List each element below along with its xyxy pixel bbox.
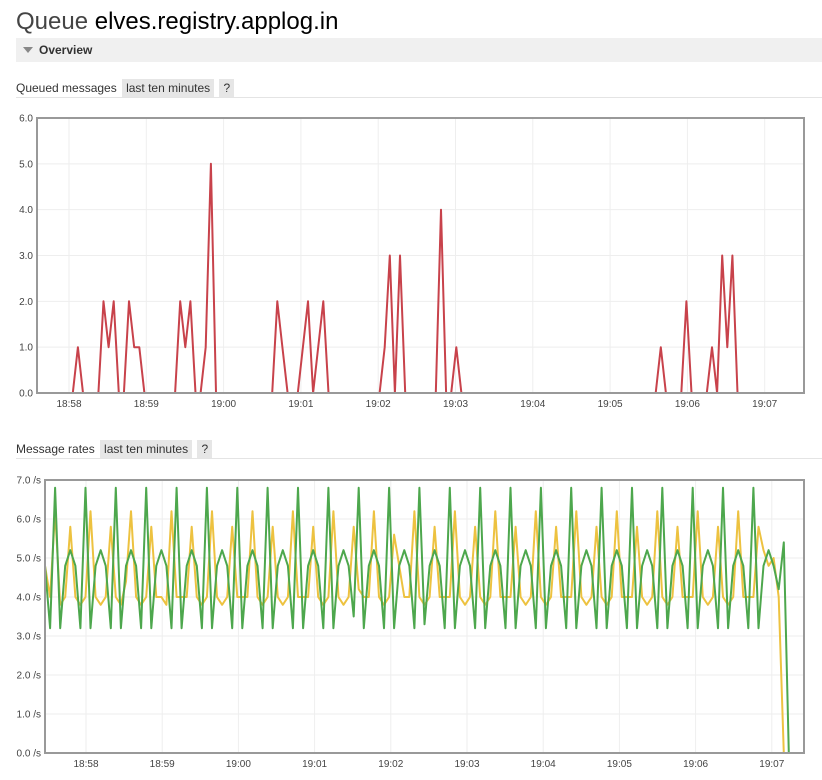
message-rates-y-tick-label: 6.0 /s: [17, 515, 41, 526]
message-rates-y-tick-label: 5.0 /s: [17, 554, 41, 565]
message-rates-x-tick-label: 19:05: [607, 759, 632, 770]
message-rates-help-button[interactable]: ?: [197, 440, 213, 458]
queue-name: elves.registry.applog.in: [94, 8, 339, 35]
queued-messages-x-tick-label: 18:58: [56, 399, 81, 410]
message-rates-heading: Message rates last ten minutes ?: [16, 439, 822, 459]
queued-messages-range-button[interactable]: last ten minutes: [122, 79, 215, 97]
queued-messages-help-button[interactable]: ?: [219, 79, 235, 97]
message-rates-range-button[interactable]: last ten minutes: [100, 440, 193, 458]
queued-messages-x-tick-label: 19:07: [752, 399, 777, 410]
triangle-down-icon: [23, 47, 33, 54]
message-rates-y-tick-label: 2.0 /s: [17, 671, 41, 682]
message-rates-y-tick-label: 3.0 /s: [17, 632, 41, 643]
message-rates-y-tick-label: 0.0 /s: [17, 749, 41, 760]
message-rates-series-1-line: [44, 510, 785, 754]
message-rates-x-tick-label: 19:00: [226, 759, 251, 770]
message-rates-x-tick-label: 19:07: [759, 759, 784, 770]
queued-messages-x-tick-label: 19:06: [675, 399, 700, 410]
message-rates-title: Message rates: [16, 442, 95, 456]
queued-messages-title: Queued messages: [16, 81, 117, 95]
message-rates-y-tick-label: 4.0 /s: [17, 593, 41, 604]
queued-messages-x-tick-label: 19:04: [520, 399, 545, 410]
message-rates-series-2-line: [44, 486, 790, 754]
queued-messages-y-tick-label: 3.0: [19, 251, 33, 262]
queued-messages-x-tick-label: 19:00: [211, 399, 236, 410]
queued-messages-y-tick-label: 0.0: [19, 389, 33, 400]
queued-messages-x-tick-label: 18:59: [134, 399, 159, 410]
queued-messages-y-tick-label: 5.0: [19, 159, 33, 170]
queued-messages-x-tick-label: 19:01: [288, 399, 313, 410]
queued-messages-y-tick-label: 4.0: [19, 205, 33, 216]
page-title: Queue elves.registry.applog.in: [16, 8, 338, 36]
queued-messages-x-tick-label: 19:05: [598, 399, 623, 410]
message-rates-x-tick-label: 19:03: [454, 759, 479, 770]
queued-messages-y-tick-label: 2.0: [19, 297, 33, 308]
message-rates-y-tick-label: 7.0 /s: [17, 476, 41, 487]
queued-messages-y-tick-label: 1.0: [19, 343, 33, 354]
queued-messages-y-tick-label: 6.0: [19, 114, 33, 125]
message-rates-plot-frame: [44, 479, 805, 754]
queued-messages-heading: Queued messages last ten minutes ?: [16, 78, 822, 98]
message-rates-x-tick-label: 18:59: [150, 759, 175, 770]
message-rates-x-tick-label: 19:02: [378, 759, 403, 770]
message-rates-x-tick-label: 19:01: [302, 759, 327, 770]
page-title-prefix: Queue: [16, 8, 89, 35]
queued-messages-x-tick-label: 19:03: [443, 399, 468, 410]
queued-messages-x-tick-label: 19:02: [366, 399, 391, 410]
message-rates-x-tick-label: 18:58: [73, 759, 98, 770]
overview-label: Overview: [39, 43, 93, 57]
queued-messages-plot-frame: [36, 117, 805, 394]
message-rates-y-tick-label: 1.0 /s: [17, 710, 41, 721]
overview-section-header[interactable]: Overview: [16, 38, 822, 62]
message-rates-x-tick-label: 19:06: [683, 759, 708, 770]
message-rates-x-tick-label: 19:04: [531, 759, 556, 770]
